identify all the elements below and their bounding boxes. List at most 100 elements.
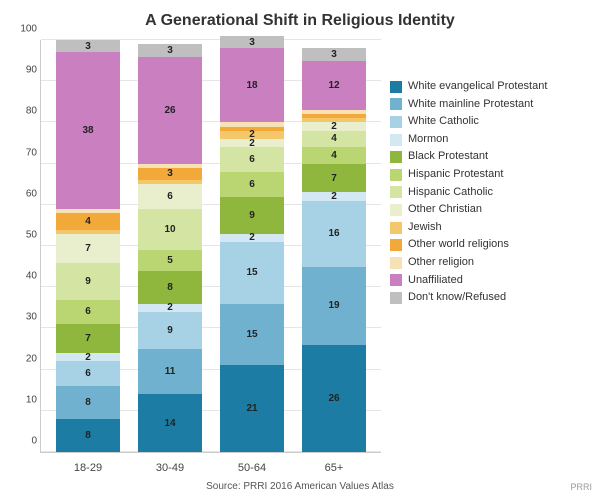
segment-label: 15 <box>246 329 257 340</box>
bar-segment: 8 <box>56 386 120 419</box>
bar-segment: 2 <box>302 122 366 130</box>
x-tick-label: 30-49 <box>138 462 202 474</box>
bar-segment: 9 <box>220 197 284 234</box>
y-tick-label: 80 <box>13 106 37 117</box>
bar-segment: 7 <box>56 324 120 353</box>
y-tick-label: 100 <box>13 24 37 35</box>
y-tick-label: 90 <box>13 65 37 76</box>
segment-label: 12 <box>328 80 339 91</box>
legend-item: Mormon <box>390 131 590 149</box>
legend-swatch <box>390 274 402 286</box>
bar-segment: 2 <box>302 192 366 200</box>
bar-segment: 10 <box>138 209 202 250</box>
segment-label: 26 <box>328 393 339 404</box>
legend-label: Other religion <box>408 254 474 272</box>
segment-label: 5 <box>167 255 173 266</box>
legend-item: Black Protestant <box>390 148 590 166</box>
legend-swatch <box>390 292 402 304</box>
x-tick-label: 65+ <box>302 462 366 474</box>
plot-area: 88627697438318-2914119285106326330-49211… <box>40 40 381 453</box>
bar-segment: 16 <box>302 201 366 267</box>
segment-label: 14 <box>164 418 175 429</box>
segment-label: 6 <box>249 179 255 190</box>
segment-label: 11 <box>165 366 176 377</box>
chart-title: A Generational Shift in Religious Identi… <box>0 0 600 36</box>
legend-item: Jewish <box>390 219 590 237</box>
legend-swatch <box>390 204 402 216</box>
bar-column: 2619162744212365+ <box>302 48 366 452</box>
y-tick-label: 10 <box>13 394 37 405</box>
segment-label: 7 <box>85 243 91 254</box>
segment-label: 18 <box>246 80 257 91</box>
bar-segment: 9 <box>56 263 120 300</box>
bar-segment: 3 <box>302 48 366 60</box>
bar-stack: 26191627442123 <box>302 48 366 452</box>
legend-label: Jewish <box>408 219 442 237</box>
bar-segment: 14 <box>138 394 202 452</box>
segment-label: 10 <box>164 224 175 235</box>
segment-label: 9 <box>249 210 255 221</box>
bar-segment: 4 <box>302 131 366 147</box>
legend-swatch <box>390 239 402 251</box>
segment-label: 38 <box>82 125 93 136</box>
legend-label: White evangelical Protestant <box>408 78 547 96</box>
bar-segment: 7 <box>302 164 366 193</box>
segment-label: 9 <box>85 276 91 287</box>
legend-swatch <box>390 151 402 163</box>
bar-segment: 3 <box>138 44 202 56</box>
chart-container: A Generational Shift in Religious Identi… <box>0 0 600 500</box>
segment-label: 21 <box>246 403 257 414</box>
legend-swatch <box>390 116 402 128</box>
bar-segment: 6 <box>56 300 120 325</box>
legend-item: Other religion <box>390 254 590 272</box>
legend-swatch <box>390 134 402 146</box>
legend-swatch <box>390 257 402 269</box>
segment-label: 8 <box>85 397 91 408</box>
segment-label: 7 <box>85 333 91 344</box>
legend-item: White evangelical Protestant <box>390 78 590 96</box>
source-text: Source: PRRI 2016 American Values Atlas <box>0 481 600 492</box>
bar-stack: 141192851063263 <box>138 44 202 452</box>
legend-label: Hispanic Protestant <box>408 166 503 184</box>
legend-item: Unaffiliated <box>390 272 590 290</box>
legend: White evangelical ProtestantWhite mainli… <box>390 78 590 307</box>
bar-segment: 5 <box>138 250 202 271</box>
segment-label: 6 <box>249 154 255 165</box>
legend-swatch <box>390 186 402 198</box>
segment-label: 6 <box>85 368 91 379</box>
y-tick-label: 40 <box>13 271 37 282</box>
legend-label: White mainline Protestant <box>408 96 533 114</box>
segment-label: 4 <box>331 133 337 144</box>
bar-segment: 18 <box>220 48 284 122</box>
bar-stack: 886276974383 <box>56 40 120 452</box>
bar-segment: 26 <box>302 345 366 452</box>
bar-segment: 15 <box>220 242 284 304</box>
segment-label: 9 <box>167 325 173 336</box>
legend-label: Don't know/Refused <box>408 289 506 307</box>
bar-segment: 3 <box>56 40 120 52</box>
legend-label: Other Christian <box>408 201 482 219</box>
legend-swatch <box>390 98 402 110</box>
segment-label: 19 <box>328 300 339 311</box>
segment-label: 7 <box>331 173 337 184</box>
segment-label: 3 <box>249 37 255 48</box>
bar-segment: 3 <box>138 168 202 180</box>
legend-item: White mainline Protestant <box>390 96 590 114</box>
bar-segment: 26 <box>138 57 202 164</box>
legend-label: Mormon <box>408 131 448 149</box>
segment-label: 3 <box>167 45 173 56</box>
bar-segment: 21 <box>220 365 284 452</box>
bar-column: 88627697438318-29 <box>56 40 120 452</box>
segment-label: 6 <box>167 191 173 202</box>
bar-segment: 2 <box>220 234 284 242</box>
legend-label: Black Protestant <box>408 148 488 166</box>
segment-label: 3 <box>85 41 91 52</box>
bar-segment: 11 <box>138 349 202 394</box>
y-tick-label: 0 <box>13 436 37 447</box>
legend-label: Hispanic Catholic <box>408 184 493 202</box>
y-tick-label: 30 <box>13 312 37 323</box>
bar-column: 21151529662218350-64 <box>220 36 284 452</box>
legend-label: Unaffiliated <box>408 272 463 290</box>
legend-swatch <box>390 222 402 234</box>
segment-label: 3 <box>331 49 337 60</box>
